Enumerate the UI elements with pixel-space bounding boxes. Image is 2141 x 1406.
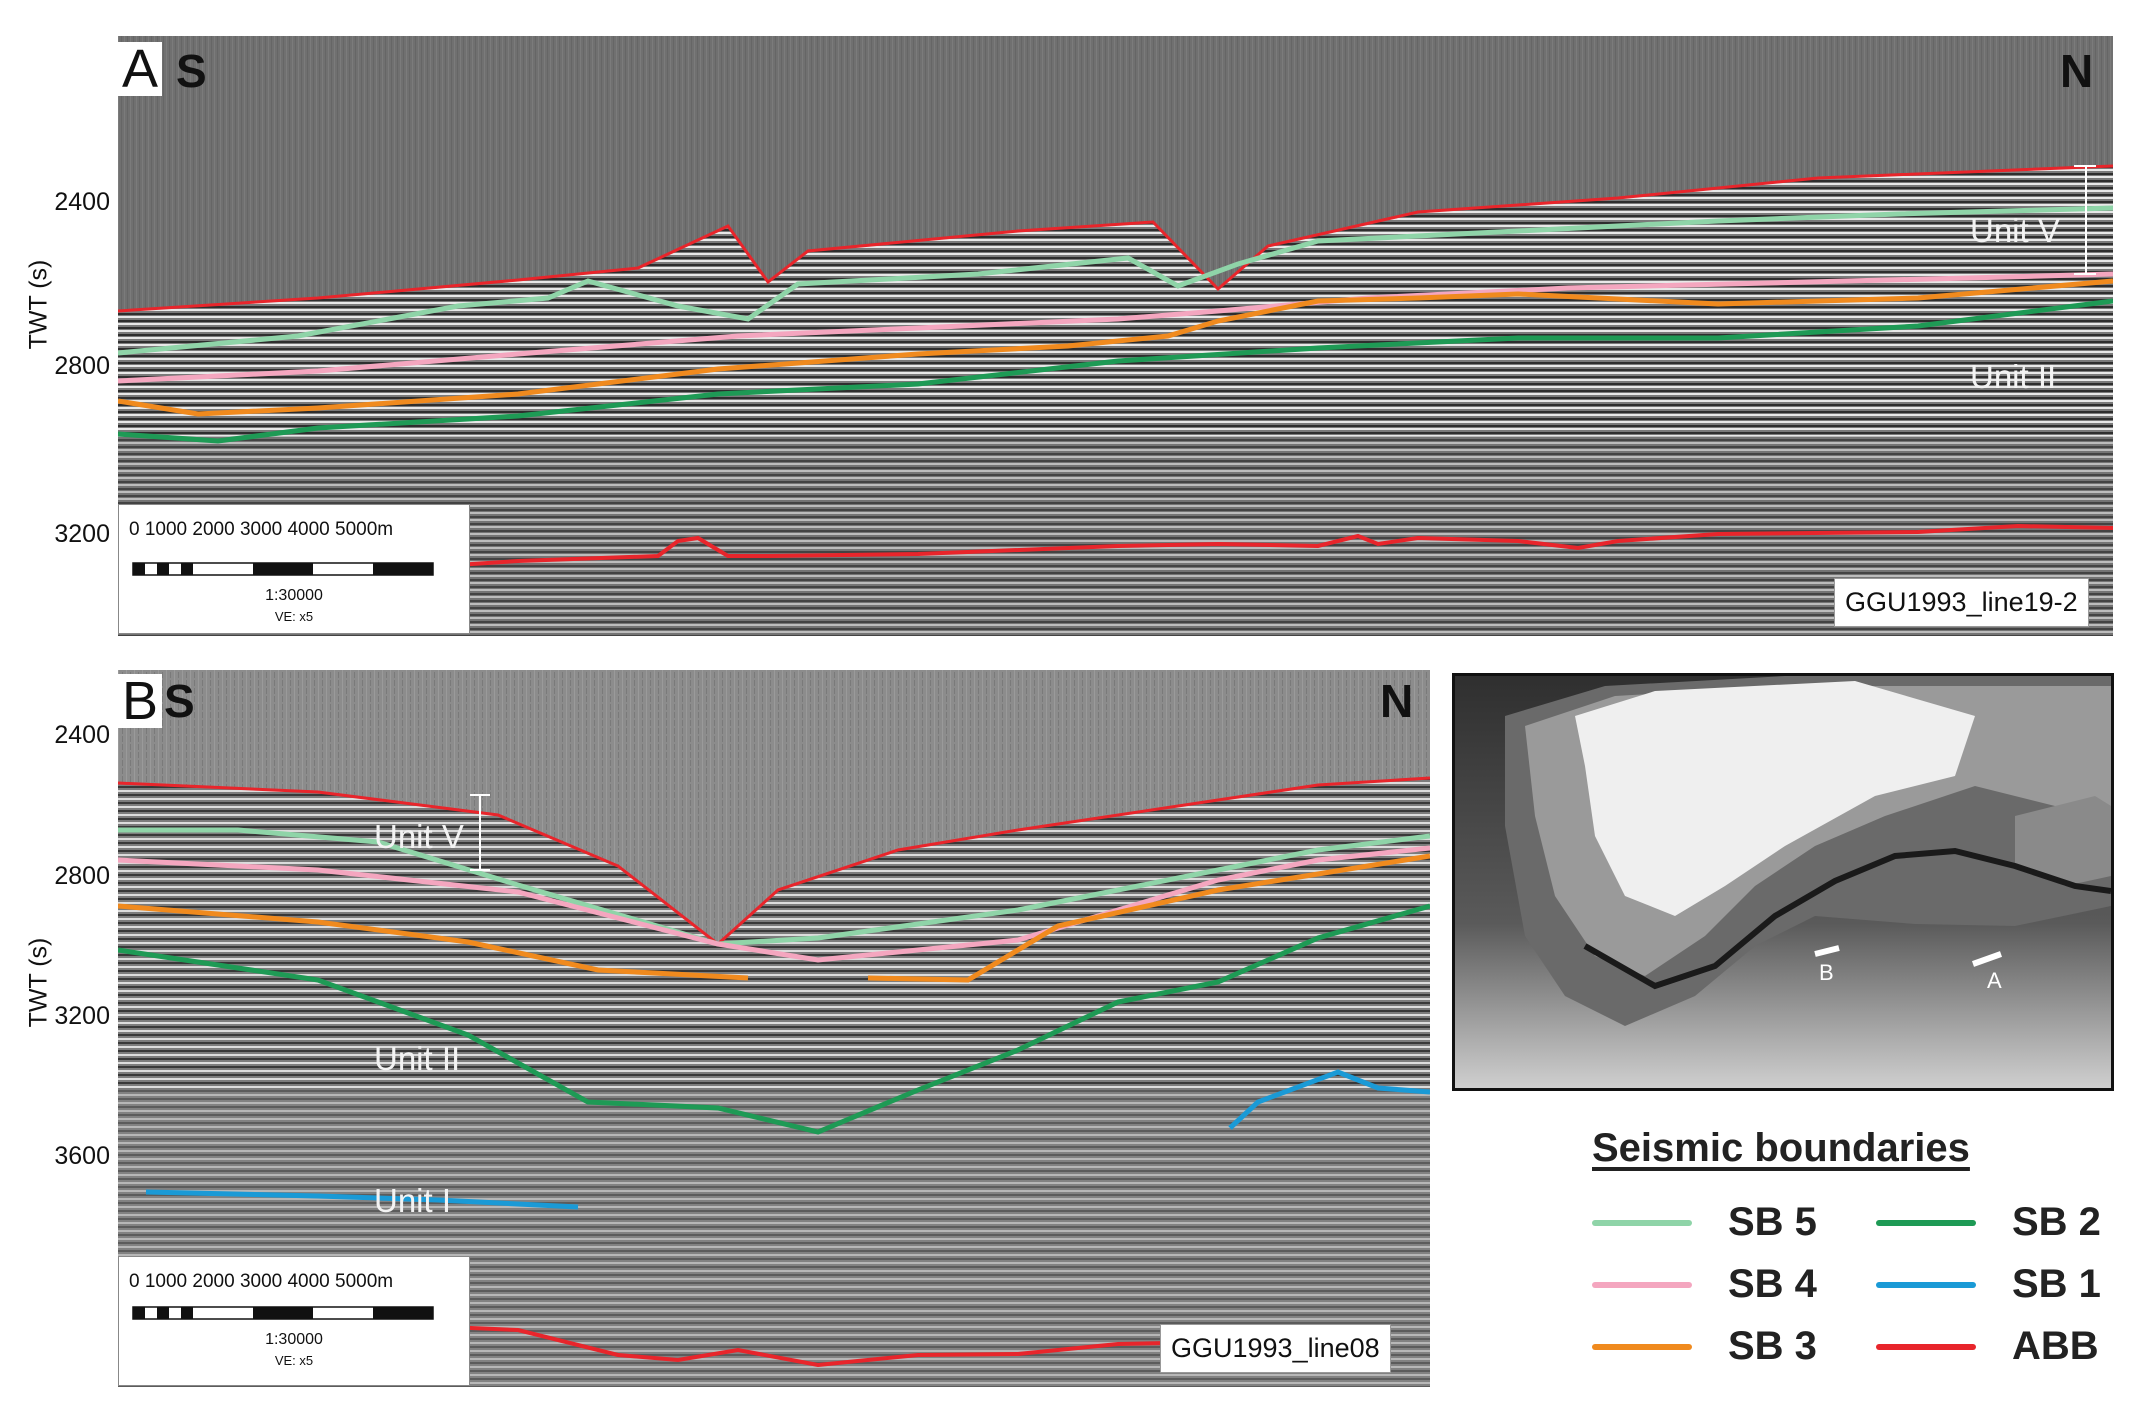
panel-b-letter: B bbox=[118, 674, 163, 728]
legend-item-sb5: SB 5 bbox=[1592, 1200, 1817, 1245]
panel-a-tick-2800: 2800 bbox=[54, 352, 110, 380]
panel-a-scale-graphic bbox=[132, 562, 434, 576]
panel-a-letter: A bbox=[118, 42, 163, 96]
panel-b-south-label: S bbox=[164, 675, 195, 727]
panel-b-scale-ve: VE: x5 bbox=[274, 1353, 314, 1368]
panel-a-tick-3200: 3200 bbox=[54, 520, 110, 548]
legend-item-sb1: SB 1 bbox=[1876, 1262, 2101, 1307]
panel-a-line-name: GGU1993_line19-2 bbox=[1834, 578, 2089, 627]
legend-label-sb2: SB 2 bbox=[2012, 1200, 2101, 1244]
panel-b-tick-3200: 3200 bbox=[54, 1002, 110, 1030]
location-map-graphic bbox=[1455, 676, 2111, 1088]
legend-swatch-sb3 bbox=[1592, 1343, 1692, 1350]
legend-swatch-sb2 bbox=[1876, 1219, 1976, 1226]
panel-b-scale-bar: 0 1000 2000 3000 4000 5000m 1:30000 VE: … bbox=[118, 1256, 470, 1386]
legend-title: Seismic boundaries bbox=[1592, 1126, 1970, 1170]
panel-b-tick-2400: 2400 bbox=[54, 721, 110, 749]
panel-b-unit-v-label: Unit V bbox=[374, 818, 464, 855]
panel-a-unit-ii-label: Unit II bbox=[1970, 358, 2057, 395]
panel-a-scale-numbers: 0 1000 2000 3000 4000 5000m bbox=[129, 519, 394, 540]
panel-b-tick-2800: 2800 bbox=[54, 862, 110, 890]
panel-b-unit-i-label: Unit I bbox=[374, 1182, 452, 1219]
location-map: B A bbox=[1452, 673, 2114, 1091]
panel-a-north-label: N bbox=[2060, 45, 2094, 97]
legend-swatch-sb4 bbox=[1592, 1281, 1692, 1288]
legend-label-sb1: SB 1 bbox=[2012, 1262, 2101, 1306]
legend-label-abb: ABB bbox=[2012, 1324, 2099, 1368]
map-marker-a-label: A bbox=[1987, 968, 2002, 993]
seismic-profile-a: A S N Unit V Unit II GGU1993_line19-2 0 … bbox=[118, 36, 2113, 636]
legend-label-sb3: SB 3 bbox=[1728, 1324, 1817, 1368]
legend-swatch-sb1 bbox=[1876, 1281, 1976, 1288]
panel-a-south-label: S bbox=[176, 45, 207, 97]
panel-a-scale-ratio: 1:30000 bbox=[265, 587, 323, 604]
panel-b-north-label: N bbox=[1380, 675, 1414, 727]
legend-label-sb4: SB 4 bbox=[1728, 1262, 1817, 1306]
panel-b-scale-numbers: 0 1000 2000 3000 4000 5000m bbox=[129, 1271, 394, 1292]
legend-label-sb5: SB 5 bbox=[1728, 1200, 1817, 1244]
seismic-profile-b: B S N Unit V Unit II Unit I GGU1993_line… bbox=[118, 670, 1430, 1387]
legend-item-sb4: SB 4 bbox=[1592, 1262, 1817, 1307]
legend-swatch-sb5 bbox=[1592, 1219, 1692, 1226]
panel-a-scale-ve: VE: x5 bbox=[274, 609, 314, 624]
panel-b-tick-3600: 3600 bbox=[54, 1142, 110, 1170]
legend-item-sb2: SB 2 bbox=[1876, 1200, 2101, 1245]
map-marker-b-label: B bbox=[1819, 960, 1834, 985]
legend-item-abb: ABB bbox=[1876, 1324, 2099, 1369]
legend-item-sb3: SB 3 bbox=[1592, 1324, 1817, 1369]
panel-b-scale-ratio: 1:30000 bbox=[265, 1331, 323, 1348]
panel-b-unit-ii-label: Unit II bbox=[374, 1040, 461, 1077]
legend-swatch-abb bbox=[1876, 1343, 1976, 1350]
panel-a-y-axis-label: TWT (s) bbox=[24, 259, 53, 350]
panel-b-line-name: GGU1993_line08 bbox=[1160, 1324, 1391, 1373]
panel-a-tick-2400: 2400 bbox=[54, 188, 110, 216]
panel-a-unit-v-label: Unit V bbox=[1970, 212, 2060, 249]
panel-a-scale-bar: 0 1000 2000 3000 4000 5000m 1:30000 VE: … bbox=[118, 504, 470, 634]
panel-b-scale-graphic bbox=[132, 1306, 434, 1320]
